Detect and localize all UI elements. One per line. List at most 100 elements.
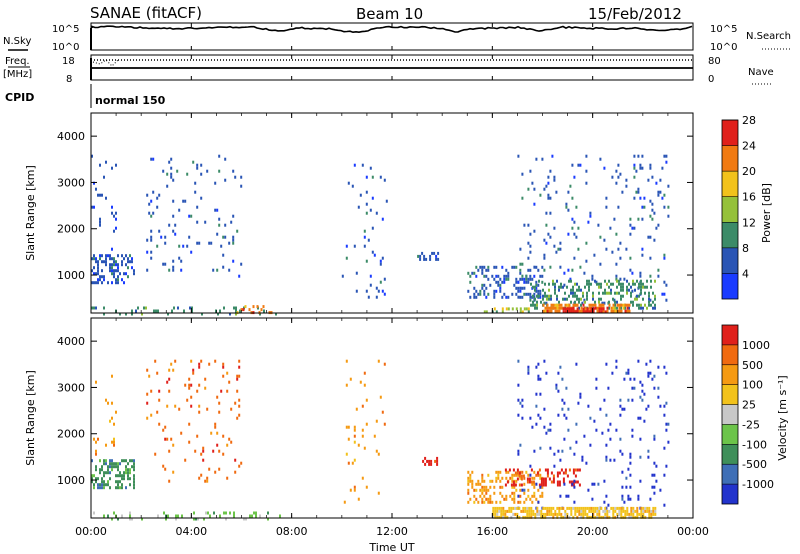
velocity-cell: [238, 398, 241, 402]
power-cell: [614, 300, 616, 304]
power-cell: [109, 263, 111, 267]
power-cell: [190, 214, 193, 218]
power-cell: [615, 181, 618, 185]
power-cell: [556, 294, 558, 298]
velocity-cell: [234, 458, 237, 462]
velocity-cell: [585, 461, 588, 465]
power-cell: [616, 279, 618, 283]
power-cell: [95, 272, 97, 276]
power-cell: [121, 254, 123, 258]
power-cell: [123, 257, 125, 261]
velocity-cell: [663, 473, 666, 477]
velocity-cell: [654, 509, 657, 513]
power-cell: [626, 291, 628, 295]
velocity-panel-bg: [91, 318, 693, 518]
velocity-cell: [621, 452, 624, 456]
power-cell: [547, 232, 550, 236]
power-cell: [591, 274, 594, 278]
velocity-cell: [101, 486, 103, 490]
velocity-cell: [538, 483, 541, 487]
velocity-cell: [636, 512, 639, 516]
velocity-cell: [575, 440, 578, 444]
velocity-cell: [222, 434, 225, 438]
power-cell: [527, 187, 530, 191]
velocity-cell: [95, 440, 97, 444]
velocity-cell: [502, 512, 505, 516]
velocity-cell: [121, 483, 123, 487]
velocity-cell: [517, 494, 520, 498]
power-cell: [232, 214, 235, 218]
velocity-cell: [477, 500, 480, 504]
velocity-cell: [517, 383, 520, 387]
velocity-cell: [632, 512, 635, 516]
velocity-cell: [582, 515, 585, 519]
velocity-cell: [552, 474, 555, 478]
velocity-cell: [639, 437, 642, 441]
power-cell: [499, 289, 502, 293]
power-cell: [541, 280, 544, 284]
power-cell: [612, 297, 614, 301]
power-cell: [379, 175, 382, 179]
velocity-cell: [528, 480, 531, 484]
velocity-cell: [606, 509, 609, 513]
velocity-cell: [111, 465, 113, 469]
power-cell: [651, 217, 654, 221]
velocity-cell: [552, 477, 555, 481]
velocity-cell: [526, 512, 529, 516]
power-cell: [499, 283, 502, 287]
velocity-cell: [549, 446, 552, 450]
velocity-cell: [229, 511, 231, 515]
power-cell: [359, 193, 362, 197]
power-cell: [117, 254, 119, 258]
velocity-cell: [111, 416, 113, 420]
power-cell: [505, 307, 508, 311]
power-cell: [548, 294, 550, 298]
velocity-cell: [529, 473, 532, 477]
velocity-cell: [572, 471, 575, 475]
velocity-cell: [516, 471, 519, 475]
velocity-cell: [627, 497, 630, 501]
power-cell: [613, 298, 616, 302]
velocity-cell: [595, 386, 598, 390]
velocity-cell: [560, 506, 563, 510]
power-cell: [99, 254, 101, 258]
power-cell: [584, 306, 587, 310]
power-cell: [552, 282, 554, 286]
velocity-cell: [640, 509, 643, 513]
velocity-cell: [647, 455, 650, 459]
velocity-cell: [95, 380, 97, 384]
velocity-cell: [618, 512, 621, 516]
velocity-cell: [639, 395, 642, 399]
power-cell: [606, 282, 608, 286]
velocity-cell: [485, 485, 488, 489]
power-cell: [93, 281, 95, 285]
power-colorbar-label: Power [dB]: [760, 183, 773, 243]
velocity-cell: [527, 473, 530, 477]
velocity-cell: [625, 371, 628, 375]
velocity-cell: [129, 483, 131, 487]
power-cell: [117, 263, 119, 267]
velocity-cell: [499, 500, 502, 504]
velocity-cell: [365, 398, 368, 402]
power-cell: [243, 306, 245, 310]
power-cell: [649, 166, 652, 170]
power-cell: [614, 291, 616, 295]
velocity-cell: [539, 473, 542, 477]
velocity-cell: [616, 512, 619, 516]
velocity-cell: [469, 476, 472, 480]
velocity-cell: [198, 410, 201, 414]
power-cell: [99, 220, 101, 224]
power-cell: [545, 301, 548, 305]
velocity-cell: [125, 468, 127, 472]
velocity-cell: [353, 425, 356, 429]
velocity-ytick-label: 4000: [57, 335, 85, 348]
velocity-cell: [539, 377, 542, 381]
power-cell: [617, 247, 620, 251]
power-cell: [582, 310, 585, 314]
power-cell: [594, 279, 596, 283]
velocity-cell: [526, 515, 529, 519]
velocity-cell: [573, 452, 576, 456]
velocity-cell: [536, 512, 539, 516]
velocity-cell: [349, 377, 352, 381]
velocity-cell: [218, 410, 221, 414]
